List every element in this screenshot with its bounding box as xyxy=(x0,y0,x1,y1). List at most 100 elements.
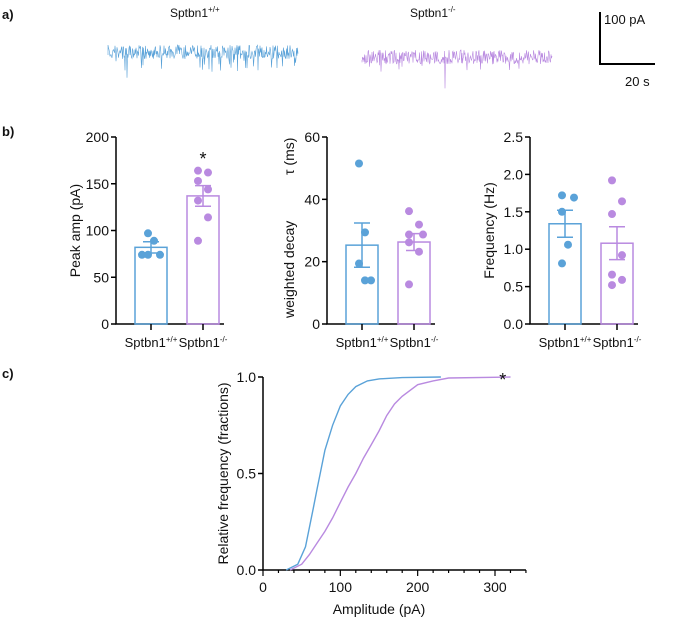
data-point xyxy=(570,193,578,202)
data-point xyxy=(194,196,202,205)
y-tick-label: 150 xyxy=(86,176,110,192)
y-tick-label: 2.0 xyxy=(504,166,524,182)
y-tick-label: 60 xyxy=(304,129,320,145)
bar-wt xyxy=(548,223,582,325)
axis-lines xyxy=(326,137,435,325)
scale-bar xyxy=(599,12,655,65)
data-point xyxy=(355,259,363,268)
bar-chart-1: 0 20 40 60 weighted decay τ (ms) Sptbn1+/+ Sptb… xyxy=(281,129,439,350)
data-point xyxy=(194,176,202,185)
data-point xyxy=(618,251,626,260)
y-tick-label: 1.5 xyxy=(504,204,524,220)
data-point xyxy=(618,275,626,284)
cumulative-chart: 0.0 0.5 1.0 0 100 200 300 Amplitude (pA) Relativ… xyxy=(215,369,527,617)
x-tick-label: Sptbn1-/- xyxy=(179,335,228,350)
data-point xyxy=(618,197,626,206)
y-tick-label: 20 xyxy=(304,254,320,270)
y-tick-label: 0.5 xyxy=(237,466,257,482)
x-axis-label: Amplitude (pA) xyxy=(333,601,426,617)
data-point xyxy=(144,250,152,259)
y-tick-label: 0 xyxy=(312,316,320,332)
bar-chart-0: 0 50 100 150 200 Peak amp (pA) Sptbn1+/+ Sptbn1… xyxy=(67,129,228,350)
y-tick-label: 40 xyxy=(304,191,320,207)
data-point xyxy=(204,185,212,194)
x-tick-label: 300 xyxy=(483,579,507,595)
x-tick-label: Sptbn1+/+ xyxy=(539,335,592,350)
scale-bar-y-label: 100 pA xyxy=(604,12,646,27)
data-point xyxy=(564,240,572,249)
cdf-line-wt xyxy=(285,376,441,571)
data-point xyxy=(419,230,427,239)
data-point xyxy=(415,220,423,229)
axis-lines xyxy=(115,137,224,325)
y-axis-label: Relative frequency (fractions) xyxy=(215,382,231,564)
error-bar xyxy=(609,226,625,261)
data-point xyxy=(150,236,158,245)
scale-bar-x-label: 20 s xyxy=(625,74,650,89)
data-point xyxy=(156,250,164,259)
data-point xyxy=(194,236,202,245)
data-point xyxy=(367,276,375,285)
data-point xyxy=(355,159,363,168)
y-tick-label: 100 xyxy=(86,223,110,239)
y-tick-label: 50 xyxy=(93,269,109,285)
y-tick-label: 200 xyxy=(86,129,110,145)
y-tick-label: 0.5 xyxy=(504,279,524,295)
data-point xyxy=(558,191,566,200)
data-point xyxy=(144,229,152,238)
y-tick-label: 0 xyxy=(101,316,109,332)
trace-label-wt: Sptbn1+/+ xyxy=(170,5,220,20)
data-point xyxy=(194,166,202,175)
panel-label-b: b) xyxy=(2,124,14,139)
data-point xyxy=(204,168,212,177)
x-tick-label: 100 xyxy=(329,579,353,595)
data-point xyxy=(405,280,413,289)
trace-ko xyxy=(361,49,553,89)
x-tick-label: Sptbn1-/- xyxy=(593,335,642,350)
y-tick-label: 1.0 xyxy=(504,241,524,257)
data-point xyxy=(608,176,616,185)
data-point xyxy=(608,281,616,290)
data-point xyxy=(558,207,566,216)
y-tick-label: 2.5 xyxy=(504,129,524,145)
significance-star: * xyxy=(199,149,206,169)
y-axis-label: weighted decay xyxy=(281,221,297,319)
x-tick-label: 200 xyxy=(406,579,430,595)
data-point xyxy=(405,207,413,216)
data-point xyxy=(361,228,369,237)
axis-lines xyxy=(529,137,638,325)
data-point xyxy=(405,238,413,247)
current-traces xyxy=(107,44,553,89)
data-point xyxy=(405,230,413,239)
significance-star: * xyxy=(499,370,506,390)
x-tick-label: Sptbn1+/+ xyxy=(336,335,389,350)
panel-label-a: a) xyxy=(2,7,14,22)
cdf-line-ko xyxy=(289,376,511,571)
trace-wt xyxy=(107,44,299,78)
y-tick-label: 0.0 xyxy=(237,562,257,578)
data-point xyxy=(608,270,616,279)
y-axis-label: Peak amp (pA) xyxy=(67,184,83,277)
bar-ko xyxy=(397,241,431,325)
x-tick-label: 0 xyxy=(259,579,267,595)
data-point xyxy=(204,213,212,222)
data-point xyxy=(608,210,616,219)
data-point xyxy=(138,250,146,259)
y-axis-label: Frequency (Hz) xyxy=(481,182,497,278)
bar-ko xyxy=(186,195,220,325)
x-tick-label: Sptbn1+/+ xyxy=(125,335,178,350)
bar-wt xyxy=(134,246,168,325)
y-tick-label: 0.0 xyxy=(504,316,524,332)
panel-label-c: c) xyxy=(2,366,14,381)
data-point xyxy=(558,259,566,268)
axis-lines xyxy=(262,377,526,571)
bar-chart-2: 0.0 0.5 1.0 1.5 2.0 2.5 Frequency (Hz) Sptbn1+/… xyxy=(481,129,642,350)
y-axis-label-unit: τ (ms) xyxy=(281,138,297,175)
y-tick-label: 1.0 xyxy=(237,369,257,385)
data-point xyxy=(415,247,423,256)
trace-label-ko: Sptbn1-/- xyxy=(410,5,456,20)
x-tick-label: Sptbn1-/- xyxy=(390,335,439,350)
data-point xyxy=(361,276,369,285)
